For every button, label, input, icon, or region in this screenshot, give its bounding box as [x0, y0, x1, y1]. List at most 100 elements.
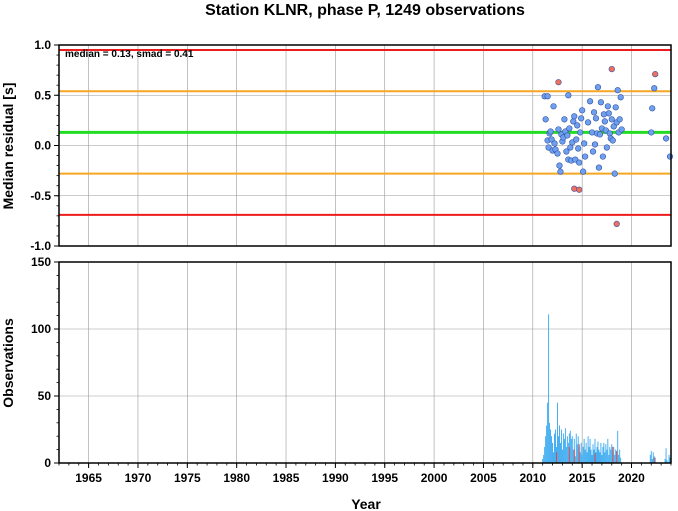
residual-point	[614, 87, 621, 94]
observation-bar	[591, 454, 593, 463]
observation-bar	[559, 425, 560, 463]
year-tick-label: 2005	[470, 471, 497, 485]
observation-bar	[604, 452, 606, 463]
residual-point	[573, 136, 580, 143]
year-tick-label: 2010	[519, 471, 546, 485]
year-tick-label: 1995	[371, 471, 398, 485]
observation-bar	[620, 457, 622, 463]
observation-bar	[568, 446, 570, 463]
residual-point	[555, 79, 562, 86]
observation-bar	[573, 449, 575, 463]
residual-point	[604, 103, 611, 110]
observation-bar	[652, 452, 654, 463]
observation-bar	[665, 448, 667, 463]
observations-y-tick-label: 100	[31, 322, 51, 336]
observation-bar	[616, 450, 618, 463]
observation-bar	[594, 453, 596, 463]
observation-bar	[581, 454, 583, 463]
residual-point	[608, 66, 615, 73]
residual-point	[575, 145, 582, 152]
observation-bar	[651, 458, 653, 463]
year-tick-label: 2015	[569, 471, 596, 485]
residual-point	[597, 99, 605, 106]
observation-bar	[566, 436, 568, 463]
residual-point	[547, 128, 554, 135]
observation-bar	[549, 422, 551, 463]
residual-point	[563, 148, 570, 155]
residual-point	[555, 126, 562, 133]
residual-point	[599, 153, 606, 160]
observation-bar	[550, 429, 552, 463]
observation-bar	[579, 452, 581, 463]
observation-bar	[565, 446, 567, 463]
observations-y-tick-label: 50	[38, 389, 52, 403]
observation-bar	[582, 446, 584, 463]
observation-bar	[599, 452, 601, 463]
residual-point	[648, 129, 655, 136]
residual-point	[565, 92, 572, 99]
residual-point	[613, 220, 620, 227]
observation-bar	[548, 314, 550, 463]
observation-bar	[553, 452, 554, 463]
observation-bar	[587, 436, 589, 463]
residual-point	[611, 170, 618, 177]
residual-point	[578, 115, 585, 122]
median-smad-annotation: median = 0.13, smad = 0.41	[65, 49, 194, 60]
residual-point	[581, 140, 588, 147]
residual-point	[574, 122, 581, 129]
residual-point	[576, 159, 583, 166]
observation-bar	[594, 438, 596, 463]
observations-y-axis-label: Observations	[0, 318, 16, 408]
residual-point	[612, 104, 619, 111]
observation-bar	[562, 433, 564, 463]
observation-bar	[576, 444, 578, 463]
observation-bar	[556, 452, 557, 463]
observation-bar	[571, 436, 573, 463]
observation-bar	[578, 444, 580, 463]
observation-bar	[564, 428, 566, 463]
year-tick-label: 1970	[125, 471, 152, 485]
residual-point	[609, 137, 616, 144]
observation-bar	[558, 436, 559, 463]
observations-y-tick-label: 150	[31, 255, 51, 269]
observation-bar	[563, 438, 565, 463]
residual-point	[564, 132, 571, 139]
observation-bar	[653, 457, 655, 463]
observation-bar	[559, 442, 561, 463]
residual-point	[606, 130, 613, 137]
residual-point	[666, 153, 674, 160]
observation-bar	[561, 449, 563, 463]
observation-bar	[584, 449, 586, 463]
residual-point	[557, 168, 564, 175]
observation-bar	[668, 454, 670, 463]
residual-point	[592, 115, 600, 122]
residual-point	[551, 140, 558, 147]
observation-bar	[614, 454, 616, 463]
year-tick-label: 2000	[421, 471, 448, 485]
residual-point	[652, 71, 659, 78]
residual-point	[561, 116, 568, 123]
observations-y-tick-label: 0	[44, 456, 51, 470]
residual-point	[579, 107, 586, 114]
year-tick-label: 1965	[75, 471, 102, 485]
observation-bar	[570, 438, 572, 463]
observation-bar	[666, 460, 668, 463]
observation-bar	[650, 450, 652, 463]
observation-bar	[603, 442, 605, 463]
residual-y-tick-label: -1.0	[30, 239, 51, 253]
residual-point	[589, 148, 597, 155]
residual-y-tick-label: 0.0	[34, 139, 51, 153]
residual-y-tick-label: -0.5	[30, 189, 51, 203]
observation-bar	[592, 444, 594, 463]
observation-bar	[580, 442, 582, 463]
observation-bar	[602, 446, 604, 463]
year-tick-label: 1980	[223, 471, 250, 485]
residual-point	[649, 105, 656, 112]
residual-point	[586, 98, 594, 105]
residual-point	[617, 94, 624, 101]
observation-bar	[542, 458, 544, 463]
year-tick-label: 1985	[273, 471, 300, 485]
observation-bar	[615, 449, 617, 463]
observation-bar	[555, 429, 556, 463]
